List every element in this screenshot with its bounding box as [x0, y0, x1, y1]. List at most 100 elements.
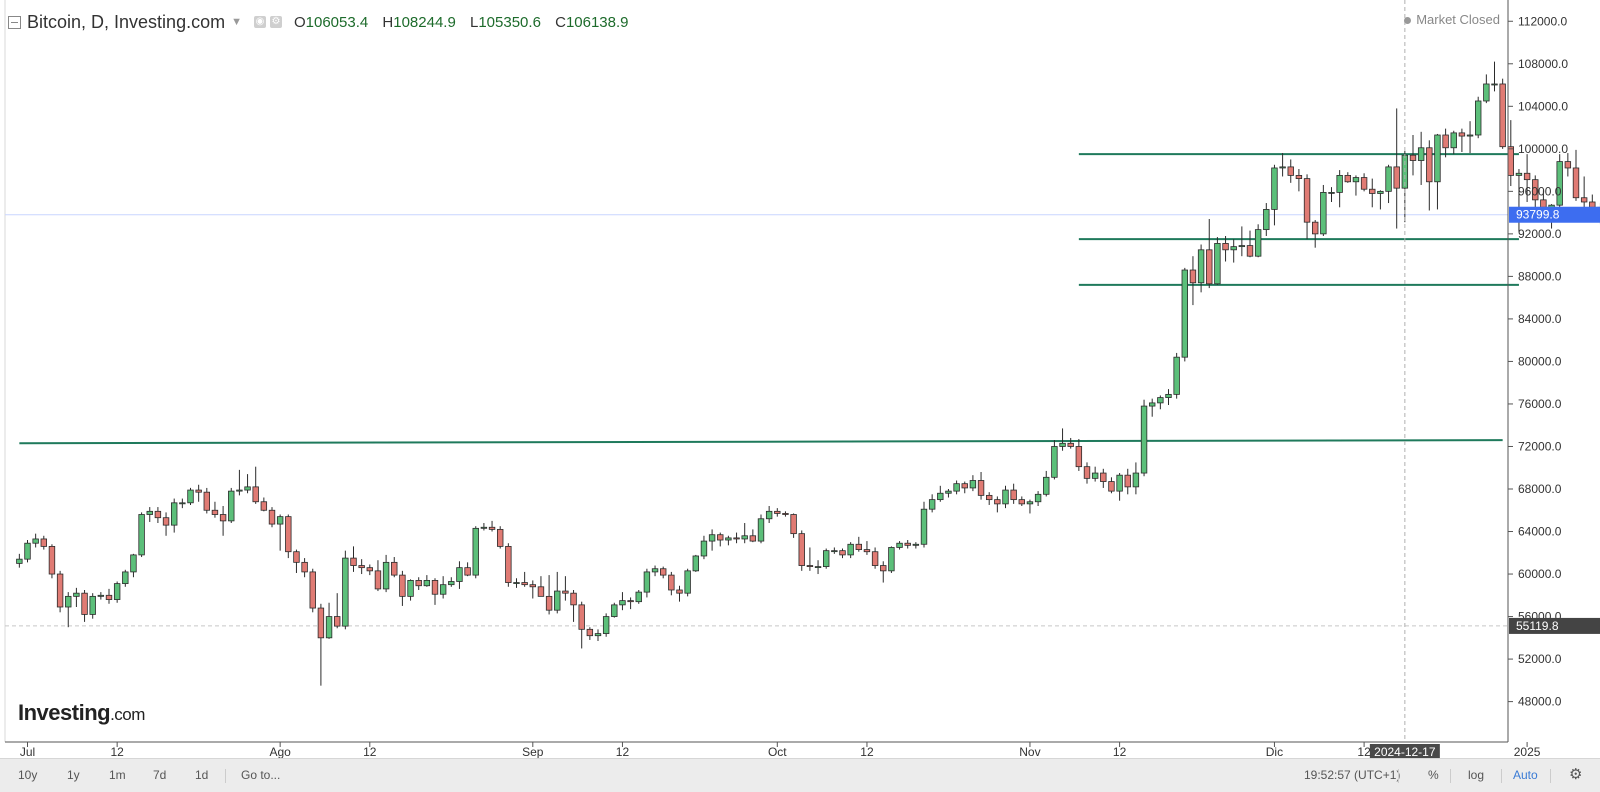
chevron-down-icon[interactable]: ▼ — [231, 16, 242, 28]
candle[interactable] — [643, 568, 651, 598]
candle[interactable] — [928, 494, 936, 513]
candle[interactable] — [260, 497, 268, 512]
candle[interactable] — [1491, 61, 1498, 92]
candle[interactable] — [285, 514, 292, 559]
candle[interactable] — [97, 592, 105, 600]
candle[interactable] — [244, 474, 251, 494]
range-1d-button[interactable]: 1d — [195, 768, 209, 782]
candle[interactable] — [1271, 164, 1278, 226]
candle[interactable] — [700, 535, 708, 560]
candle[interactable] — [268, 507, 276, 528]
candle[interactable] — [529, 580, 536, 599]
candle[interactable] — [1450, 130, 1457, 155]
candle[interactable] — [170, 498, 178, 533]
candle[interactable] — [1124, 468, 1131, 495]
candle[interactable] — [1352, 175, 1360, 196]
candle[interactable] — [1181, 267, 1188, 362]
candle[interactable] — [757, 514, 765, 544]
candle[interactable] — [1149, 398, 1156, 417]
candle[interactable] — [219, 506, 227, 536]
candle[interactable] — [1312, 220, 1319, 248]
candle[interactable] — [81, 589, 88, 622]
candle[interactable] — [236, 469, 243, 496]
candle[interactable] — [138, 512, 145, 558]
candle[interactable] — [1083, 462, 1091, 484]
candle[interactable] — [1417, 131, 1425, 185]
candle[interactable] — [1026, 499, 1034, 514]
candle[interactable] — [1157, 395, 1164, 410]
candle[interactable] — [309, 568, 316, 613]
candle[interactable] — [847, 542, 854, 559]
candle[interactable] — [350, 546, 357, 572]
candle[interactable] — [56, 570, 64, 613]
candle[interactable] — [1116, 473, 1123, 501]
candle[interactable] — [945, 488, 952, 498]
candle[interactable] — [113, 581, 121, 603]
candle[interactable] — [358, 559, 365, 575]
candle[interactable] — [806, 547, 814, 571]
candle[interactable] — [725, 535, 732, 546]
candle[interactable] — [1034, 491, 1042, 507]
range-1m-button[interactable]: 1m — [109, 768, 126, 782]
candle[interactable] — [1230, 239, 1237, 263]
candle[interactable] — [73, 587, 80, 607]
candle[interactable] — [831, 547, 838, 554]
candle[interactable] — [920, 501, 928, 548]
candle[interactable] — [203, 487, 210, 514]
candle[interactable] — [89, 593, 96, 619]
candle[interactable] — [382, 554, 390, 593]
candle[interactable] — [717, 532, 724, 547]
candle[interactable] — [366, 564, 373, 576]
candle[interactable] — [1320, 184, 1327, 236]
candle[interactable] — [1222, 235, 1229, 262]
candle[interactable] — [162, 512, 170, 536]
candle[interactable] — [994, 496, 1001, 513]
candle[interactable] — [179, 498, 186, 509]
candle[interactable] — [627, 597, 634, 610]
candle[interactable] — [488, 520, 496, 532]
candle[interactable] — [1532, 175, 1539, 211]
log-toggle[interactable]: log — [1468, 768, 1485, 782]
candle[interactable] — [1279, 153, 1286, 177]
candle[interactable] — [1067, 437, 1074, 449]
candle[interactable] — [1377, 190, 1384, 210]
candle[interactable] — [448, 577, 455, 587]
candle[interactable] — [472, 526, 479, 579]
candle[interactable] — [1336, 170, 1343, 208]
candle[interactable] — [619, 592, 626, 611]
candle[interactable] — [774, 508, 781, 517]
candle[interactable] — [1238, 226, 1246, 257]
candle[interactable] — [1140, 399, 1148, 477]
candle[interactable] — [195, 484, 202, 502]
candle[interactable] — [1206, 218, 1213, 289]
candle[interactable] — [1100, 468, 1107, 488]
candle[interactable] — [1385, 164, 1392, 204]
candle[interactable] — [423, 575, 431, 587]
eye-icon[interactable]: ◉ — [253, 16, 266, 28]
candle[interactable] — [32, 533, 39, 548]
candle[interactable] — [765, 506, 773, 524]
candle[interactable] — [122, 569, 129, 587]
candle[interactable] — [325, 602, 333, 639]
candle[interactable] — [1051, 440, 1058, 480]
candle[interactable] — [456, 561, 463, 589]
candle[interactable] — [977, 471, 985, 500]
candle[interactable] — [651, 565, 659, 577]
symbol-title[interactable]: Bitcoin, D, Investing.com — [27, 11, 226, 32]
candle[interactable] — [1165, 389, 1172, 406]
candle[interactable] — [187, 487, 194, 505]
candle[interactable] — [146, 507, 153, 522]
candle[interactable] — [1483, 74, 1490, 104]
candle[interactable] — [130, 553, 137, 578]
candle[interactable] — [1344, 172, 1351, 183]
go-to-button[interactable]: Go to... — [241, 768, 281, 782]
candle[interactable] — [1263, 203, 1270, 236]
candle[interactable] — [1132, 462, 1140, 495]
candle[interactable] — [40, 535, 47, 550]
candle[interactable] — [1458, 128, 1466, 153]
candle[interactable] — [374, 560, 382, 592]
candle[interactable] — [293, 549, 300, 573]
candle[interactable] — [676, 585, 683, 602]
candle[interactable] — [16, 553, 23, 568]
